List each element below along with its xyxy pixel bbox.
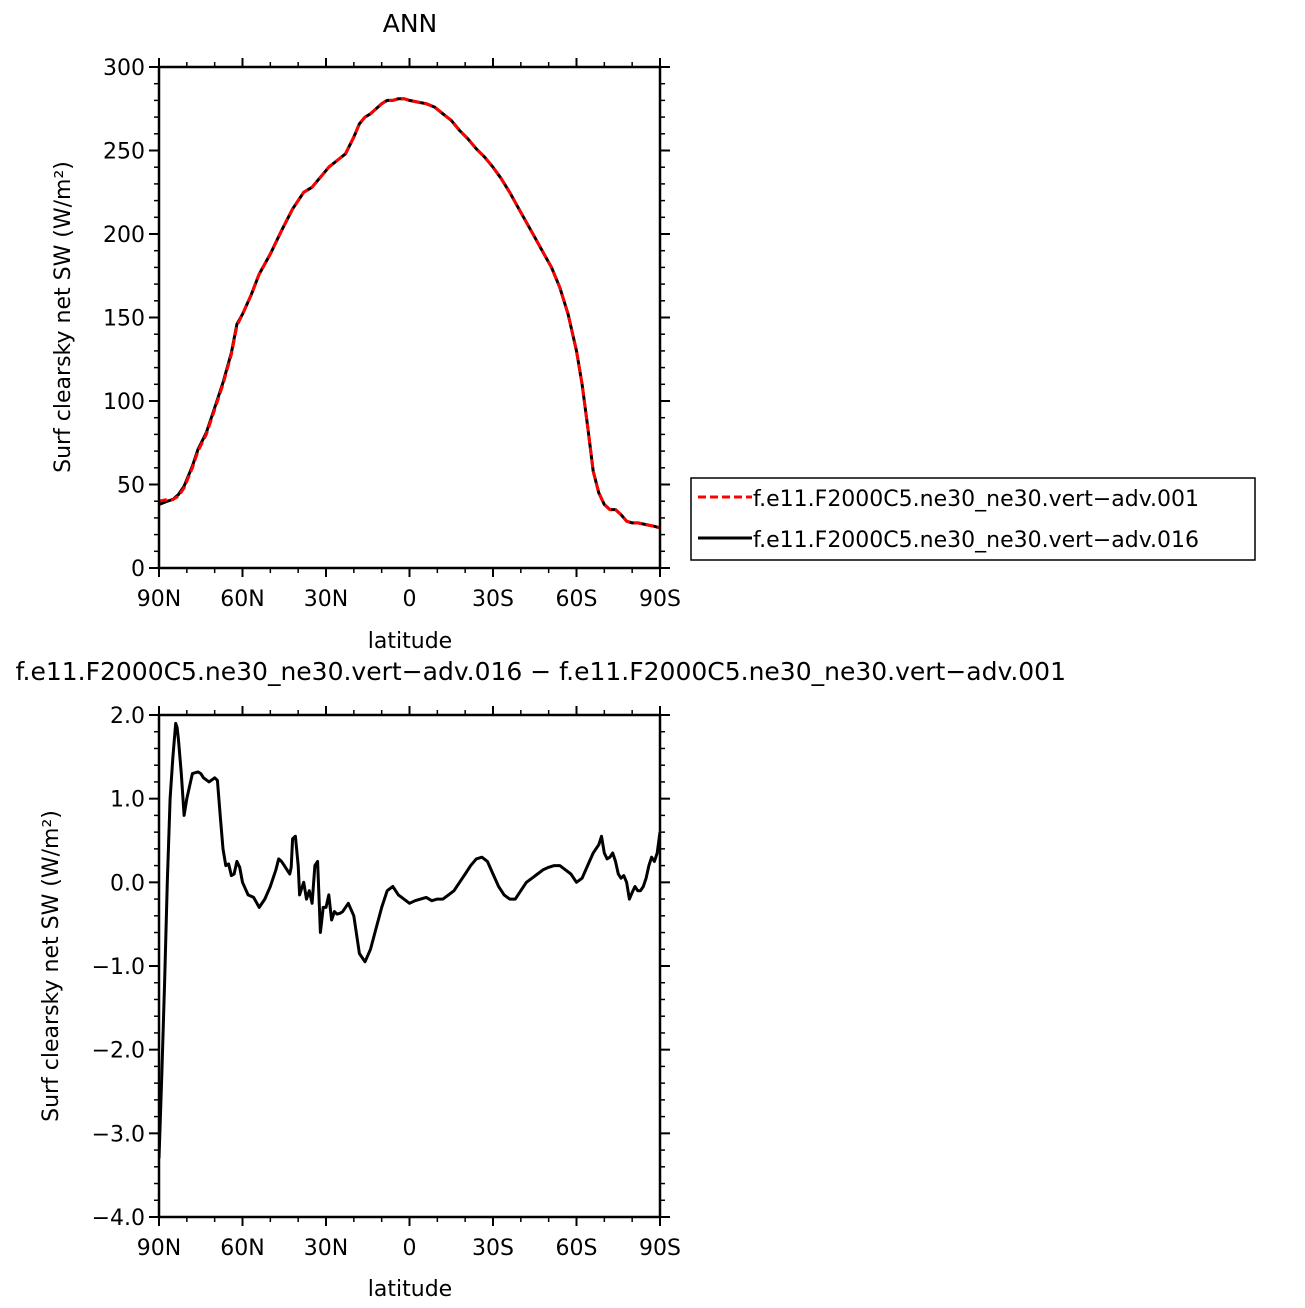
- top-chart-xlabel: latitude: [368, 629, 452, 654]
- chart0-y-tick-label: 0: [131, 557, 145, 582]
- chart0-y-tick-label: 100: [103, 390, 145, 415]
- legend-label-series-016: f.e11.F2000C5.ne30_ne30.vert−adv.016: [753, 528, 1199, 553]
- top-chart-ylabel: Surf clearsky net SW (W/m²): [51, 161, 76, 473]
- bottom-chart-ylabel: Surf clearsky net SW (W/m²): [39, 810, 64, 1122]
- chart0-y-tick-label: 50: [117, 474, 145, 499]
- chart1-y-tick-label: 2.0: [110, 704, 145, 729]
- chart1-y-tick-label: 1.0: [110, 788, 145, 813]
- bottom-chart: f.e11.F2000C5.ne30_ne30.vert−adv.016 − f…: [16, 657, 1066, 1302]
- chart1-x-tick-label: 60S: [556, 1236, 598, 1261]
- chart0-x-tick-label: 90S: [639, 587, 681, 612]
- chart0-y-tick-label: 150: [103, 307, 145, 332]
- legend: f.e11.F2000C5.ne30_ne30.vert−adv.001 f.e…: [690, 477, 1256, 561]
- chart0-series-line-0: [159, 97, 660, 530]
- chart1-x-tick-label: 0: [403, 1236, 417, 1261]
- chart1-y-tick-label: 0.0: [110, 871, 145, 896]
- chart1-x-tick-label: 60N: [220, 1236, 264, 1261]
- bottom-chart-title: f.e11.F2000C5.ne30_ne30.vert−adv.016 − f…: [16, 657, 1066, 686]
- chart1-x-tick-label: 30S: [472, 1236, 514, 1261]
- legend-label-series-001: f.e11.F2000C5.ne30_ne30.vert−adv.001: [753, 487, 1199, 512]
- chart1-series-line-0: [159, 721, 660, 1159]
- chart0-y-tick-label: 200: [103, 223, 145, 248]
- bottom-chart-xlabel: latitude: [368, 1277, 452, 1302]
- top-chart-title: ANN: [383, 9, 438, 38]
- chart1-y-tick-label: −1.0: [92, 955, 145, 980]
- chart0-y-tick-label: 250: [103, 140, 145, 165]
- chart0-series-line-1: [159, 97, 660, 530]
- chart0-x-tick-label: 0: [403, 587, 417, 612]
- chart1-x-tick-label: 90S: [639, 1236, 681, 1261]
- chart1-y-tick-label: −2.0: [92, 1039, 145, 1064]
- chart1-y-tick-label: −3.0: [92, 1122, 145, 1147]
- chart0-x-tick-label: 90N: [137, 587, 181, 612]
- chart0-y-tick-label: 300: [103, 56, 145, 81]
- chart1-x-tick-label: 90N: [137, 1236, 181, 1261]
- chart1-x-tick-label: 30N: [304, 1236, 348, 1261]
- chart0-frame: [157, 65, 662, 570]
- chart0-x-tick-label: 60S: [556, 587, 598, 612]
- chart1-frame: [157, 713, 662, 1219]
- legend-box: [690, 477, 1256, 561]
- top-chart: ANN 90N 60N 30N 0 30S 60S 90S 0 50 100 150 200 250 30…: [51, 9, 681, 654]
- chart0-x-tick-label: 30N: [304, 587, 348, 612]
- chart0-x-tick-label: 60N: [220, 587, 264, 612]
- chart0-x-tick-label: 30S: [472, 587, 514, 612]
- chart1-y-tick-label: −4.0: [92, 1206, 145, 1231]
